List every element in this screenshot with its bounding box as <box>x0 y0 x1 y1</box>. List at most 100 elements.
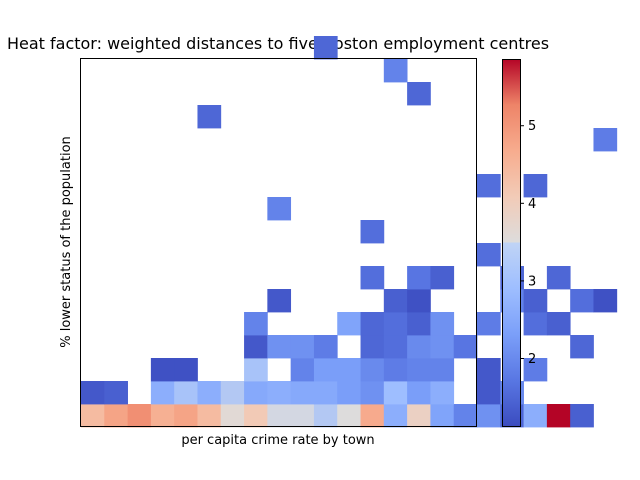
heatmap-cell <box>546 404 571 428</box>
heatmap-cell <box>453 335 478 359</box>
colorbar-tick-label: 2 <box>528 352 536 367</box>
heatmap-cell <box>174 381 198 405</box>
heatmap-cell <box>244 381 268 405</box>
heatmap-cell <box>150 381 175 405</box>
heatmap-cell <box>523 358 548 382</box>
heatmap-cell <box>313 381 338 405</box>
heatmap-cell <box>360 335 385 359</box>
heatmap-cell <box>197 381 222 405</box>
heatmap-cell <box>523 289 548 313</box>
heatmap-cell <box>150 404 175 428</box>
heatmap-cell <box>337 381 361 405</box>
heatmap-cell <box>593 289 618 313</box>
heatmap-cell <box>383 358 408 382</box>
heatmap-cell <box>360 312 385 336</box>
heatmap-cell <box>383 381 408 405</box>
heatmap-cell <box>244 404 268 428</box>
heatmap-cell <box>593 128 618 152</box>
heatmap-cell <box>360 404 385 428</box>
heatmap-cell <box>383 59 408 83</box>
heatmap-cell <box>220 404 245 428</box>
chart-title: Heat factor: weighted distances to five … <box>7 34 549 53</box>
colorbar-tick-label: 4 <box>528 197 536 212</box>
heatmap-cells <box>81 36 618 428</box>
heatmap-cell <box>477 243 501 267</box>
heatmap-cell <box>407 289 431 313</box>
y-axis-label: % lower status of the population <box>59 136 74 348</box>
heatmap-cell <box>267 381 292 405</box>
plot-frame <box>80 58 477 427</box>
colorbar-ticks: 2 3 4 5 <box>520 119 536 367</box>
heatmap-cell <box>104 404 128 428</box>
heatmap-cell <box>523 404 548 428</box>
heatmap-cell <box>430 381 455 405</box>
heatmap-cell <box>407 381 431 405</box>
heatmap-cell <box>523 174 548 198</box>
heatmap-cell <box>337 404 361 428</box>
heatmap-cell <box>570 404 594 428</box>
heatmap-cell <box>360 220 385 244</box>
colorbar-frame <box>502 59 521 427</box>
heatmap-cell <box>267 289 292 313</box>
heatmap-cell <box>453 404 478 428</box>
heatmap-cell <box>244 358 268 382</box>
heatmap-cell <box>360 266 385 290</box>
heatmap-cell <box>407 82 431 106</box>
heatmap-cell <box>430 358 455 382</box>
heatmap-cell <box>244 312 268 336</box>
heatmap-cell <box>267 197 292 221</box>
heatmap-cell <box>477 381 501 405</box>
heatmap-cell <box>430 266 455 290</box>
heatmap-cell <box>570 289 594 313</box>
heatmap-cell <box>477 174 501 198</box>
heatmap-cell <box>150 358 175 382</box>
heatmap-cell <box>407 358 431 382</box>
heatmap-cell <box>197 404 222 428</box>
heatmap-cell <box>104 381 128 405</box>
heatmap-cell <box>267 335 292 359</box>
heatmap-cell <box>174 404 198 428</box>
heatmap-cell <box>267 404 292 428</box>
heatmap-cell <box>244 335 268 359</box>
heatmap-cell <box>383 312 408 336</box>
heatmap-cell <box>127 404 152 428</box>
heatmap-cell <box>477 404 501 428</box>
heatmap-cell <box>383 335 408 359</box>
heatmap-cell <box>360 358 385 382</box>
heatmap-cell <box>546 312 571 336</box>
heatmap-cell <box>430 404 455 428</box>
heatmap-cell <box>337 312 361 336</box>
heatmap-cell <box>174 358 198 382</box>
colorbar-tick-label: 3 <box>528 274 536 289</box>
heatmap-cell <box>360 381 385 405</box>
heatmap-cell <box>477 312 501 336</box>
heatmap-cell <box>383 289 408 313</box>
heatmap-cell <box>290 335 315 359</box>
heatmap-cell <box>383 404 408 428</box>
heatmap-cell <box>407 266 431 290</box>
heatmap-cell <box>313 358 338 382</box>
heatmap-cell <box>290 381 315 405</box>
heatmap-cell <box>570 335 594 359</box>
heatmap-cell <box>197 105 222 129</box>
heatmap-cell <box>81 381 105 405</box>
heatmap-cell <box>220 381 245 405</box>
heatmap-cell <box>477 358 501 382</box>
colorbar: 2 3 4 5 <box>502 59 536 427</box>
heatmap-cell <box>407 335 431 359</box>
x-axis-label: per capita crime rate by town <box>181 433 374 448</box>
heatmap-cell <box>290 404 315 428</box>
heatmap-cell <box>313 404 338 428</box>
heatmap-cell <box>430 335 455 359</box>
heatmap-cell <box>313 335 338 359</box>
colorbar-gradient <box>502 59 520 426</box>
heatmap-cell <box>290 358 315 382</box>
heatmap-cell <box>546 266 571 290</box>
heatmap-cell <box>337 358 361 382</box>
heatmap-cell <box>81 404 105 428</box>
heatmap-cell <box>523 312 548 336</box>
heatmap-cell <box>430 312 455 336</box>
colorbar-tick-label: 5 <box>528 119 536 134</box>
heatmap-cell <box>313 36 338 60</box>
